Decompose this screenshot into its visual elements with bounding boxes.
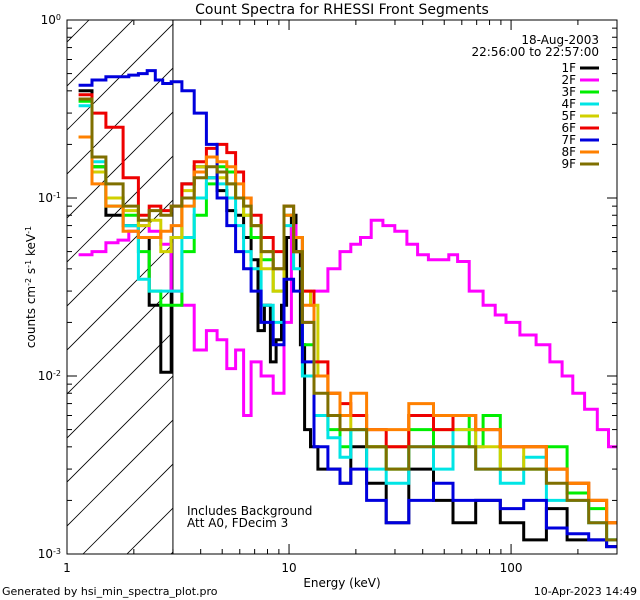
y-tick-base: 10 [38, 191, 53, 205]
series-line-9f [78, 97, 617, 542]
y-tick-exponent: -3 [53, 547, 61, 556]
y-label-part: keV [24, 233, 38, 260]
legend-label-5f: 5F [561, 109, 576, 123]
hatch-line [259, 20, 640, 554]
legend-label-2f: 2F [561, 73, 576, 87]
x-axis-label: Energy (keV) [303, 576, 380, 590]
time-range-label: 22:56:00 to 22:57:00 [472, 45, 599, 59]
y-tick-exponent: 0 [56, 13, 61, 22]
y-label-exp: -2 [24, 278, 33, 286]
legend-label-8f: 8F [561, 145, 576, 159]
x-tick-label: 10 [281, 561, 296, 575]
background-note: Includes Background [187, 504, 312, 518]
legend-label-9f: 9F [561, 157, 576, 171]
legend-label-3f: 3F [561, 85, 576, 99]
footer-timestamp: 10-Apr-2023 14:49 [534, 585, 637, 598]
hatch-line [67, 375, 173, 483]
y-tick-base: 10 [38, 547, 53, 561]
series-line-7f [78, 69, 617, 549]
y-label-part: counts cm [24, 286, 38, 348]
attenuator-note: Att A0, FDecim 3 [187, 516, 288, 530]
y-tick-label: 10-2 [38, 369, 61, 384]
hatch-line [0, 20, 1, 554]
hatch-line [0, 20, 45, 554]
hatched-region [0, 20, 640, 554]
x-tick-label: 1 [63, 561, 71, 575]
y-tick-base: 10 [41, 13, 56, 27]
series-lines [78, 69, 617, 549]
y-tick-base: 10 [38, 369, 53, 383]
plot-frame [66, 19, 618, 555]
hatch-line [67, 331, 173, 439]
date-label: 18-Aug-2003 [521, 33, 599, 47]
chart-title: Count Spectra for RHESSI Front Segments [195, 2, 489, 18]
hatch-line [67, 243, 173, 351]
legend-label-7f: 7F [561, 133, 576, 147]
hatch-line [67, 67, 173, 175]
footer-generated: Generated by hsi_min_spectra_plot.pro [2, 585, 218, 598]
hatch-line [82, 463, 173, 554]
legend-label-6f: 6F [561, 121, 576, 135]
hatch-line [67, 155, 173, 263]
y-tick-exponent: -2 [53, 369, 61, 378]
y-label-exp: -1 [24, 260, 33, 268]
hatch-line [215, 20, 640, 554]
x-tick-label: 100 [500, 561, 523, 575]
hatch-line [67, 419, 173, 527]
y-axis-label: counts cm-2 s-1 keV-1 [24, 226, 39, 348]
legend-label-4f: 4F [561, 97, 576, 111]
y-label-exp: -1 [24, 226, 33, 234]
legend-label-1f: 1F [561, 61, 576, 75]
y-label-part: s [24, 268, 38, 278]
hatch-line [67, 23, 173, 131]
y-tick-label: 10-3 [38, 547, 61, 562]
hatch-line [67, 287, 173, 395]
hatch-line [67, 111, 173, 219]
y-tick-label: 100 [41, 13, 61, 28]
hatch-line [67, 199, 173, 307]
y-tick-exponent: -1 [53, 191, 61, 200]
y-tick-label: 10-1 [38, 191, 61, 206]
